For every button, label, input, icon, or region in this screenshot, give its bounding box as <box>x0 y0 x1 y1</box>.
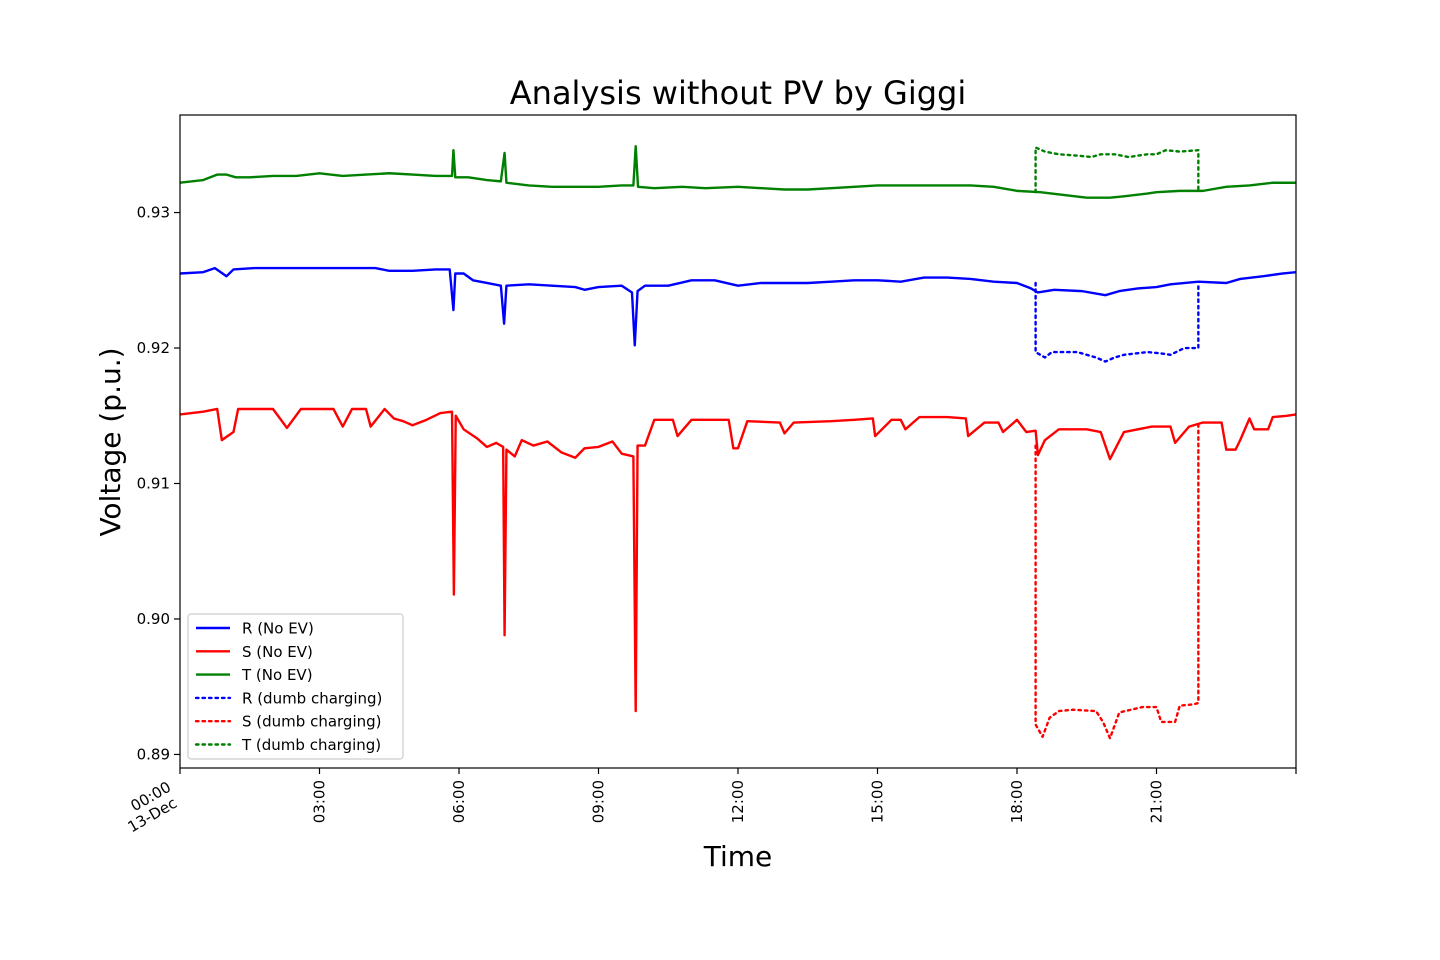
x-tick-label: 03:00 <box>311 780 329 823</box>
legend-box <box>187 613 404 760</box>
y-tick-label: 0.92 <box>137 339 170 357</box>
plot-area <box>180 144 1296 740</box>
legend-entry-2: S (No EV) <box>242 643 313 661</box>
y-axis-label: Voltage (p.u.) <box>94 347 127 536</box>
legend-entry-1: R (No EV) <box>242 620 314 638</box>
y-tick-label: 0.90 <box>137 610 170 628</box>
y-tick-label: 0.91 <box>137 474 170 492</box>
x-tick-label: 12:00 <box>729 780 747 823</box>
chart-title: Analysis without PV by Giggi <box>510 74 966 112</box>
x-tick-label: 06:00 <box>450 780 468 823</box>
series-line-1 <box>180 266 1296 347</box>
x-tick-label: 18:00 <box>1008 780 1026 823</box>
legend-entry-3: T (No EV) <box>241 666 313 684</box>
y-tick-label: 0.93 <box>137 204 170 222</box>
x-tick-label: 21:00 <box>1148 780 1166 823</box>
legend-entry-4: R (dumb charging) <box>242 689 382 707</box>
series-line-3 <box>180 144 1296 199</box>
x-tick-label: 09:00 <box>590 780 608 823</box>
legend-entry-5: S (dumb charging) <box>242 713 382 731</box>
series-line-2 <box>180 407 1296 713</box>
x-tick-label: 15:00 <box>869 780 887 823</box>
legend: R (No EV) S (No EV) T (No EV) R (dumb charg… <box>187 613 404 760</box>
series-line-5 <box>1034 421 1200 740</box>
series-line-4 <box>1034 281 1200 363</box>
x-axis-label: Time <box>703 840 773 873</box>
series-group <box>180 144 1296 740</box>
y-tick-label: 0.89 <box>137 745 170 763</box>
series-line-6 <box>1034 146 1200 194</box>
legend-entry-6: T (dumb charging) <box>241 736 381 754</box>
